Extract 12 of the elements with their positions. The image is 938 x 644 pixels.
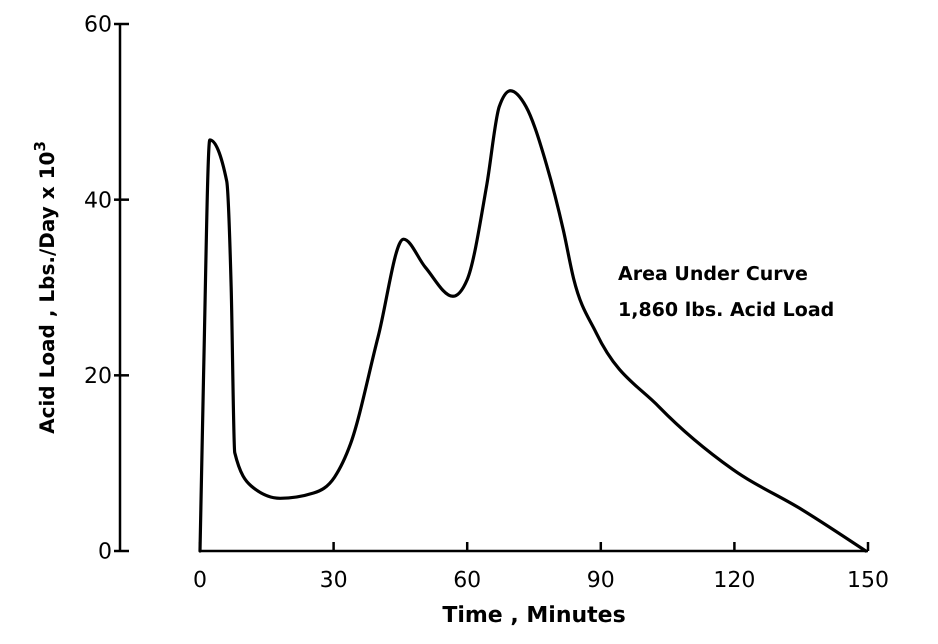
x-tick-label: 60 — [453, 568, 482, 593]
x-tick-label: 120 — [713, 568, 756, 593]
y-tick-label: 0 — [98, 540, 112, 565]
y-tick-label: 60 — [84, 12, 112, 38]
y-tick-label: 20 — [84, 364, 112, 390]
x-tick-label: 90 — [586, 568, 615, 593]
annotation: Area Under Curve 1,860 lbs. Acid Load — [618, 263, 834, 321]
x-axis-title: Time , Minutes — [442, 603, 626, 628]
x-tick-label: 0 — [193, 568, 207, 593]
x-tick-label: 30 — [320, 568, 348, 593]
x-tick-label: 150 — [847, 568, 889, 593]
y-tick-label: 40 — [84, 188, 112, 214]
